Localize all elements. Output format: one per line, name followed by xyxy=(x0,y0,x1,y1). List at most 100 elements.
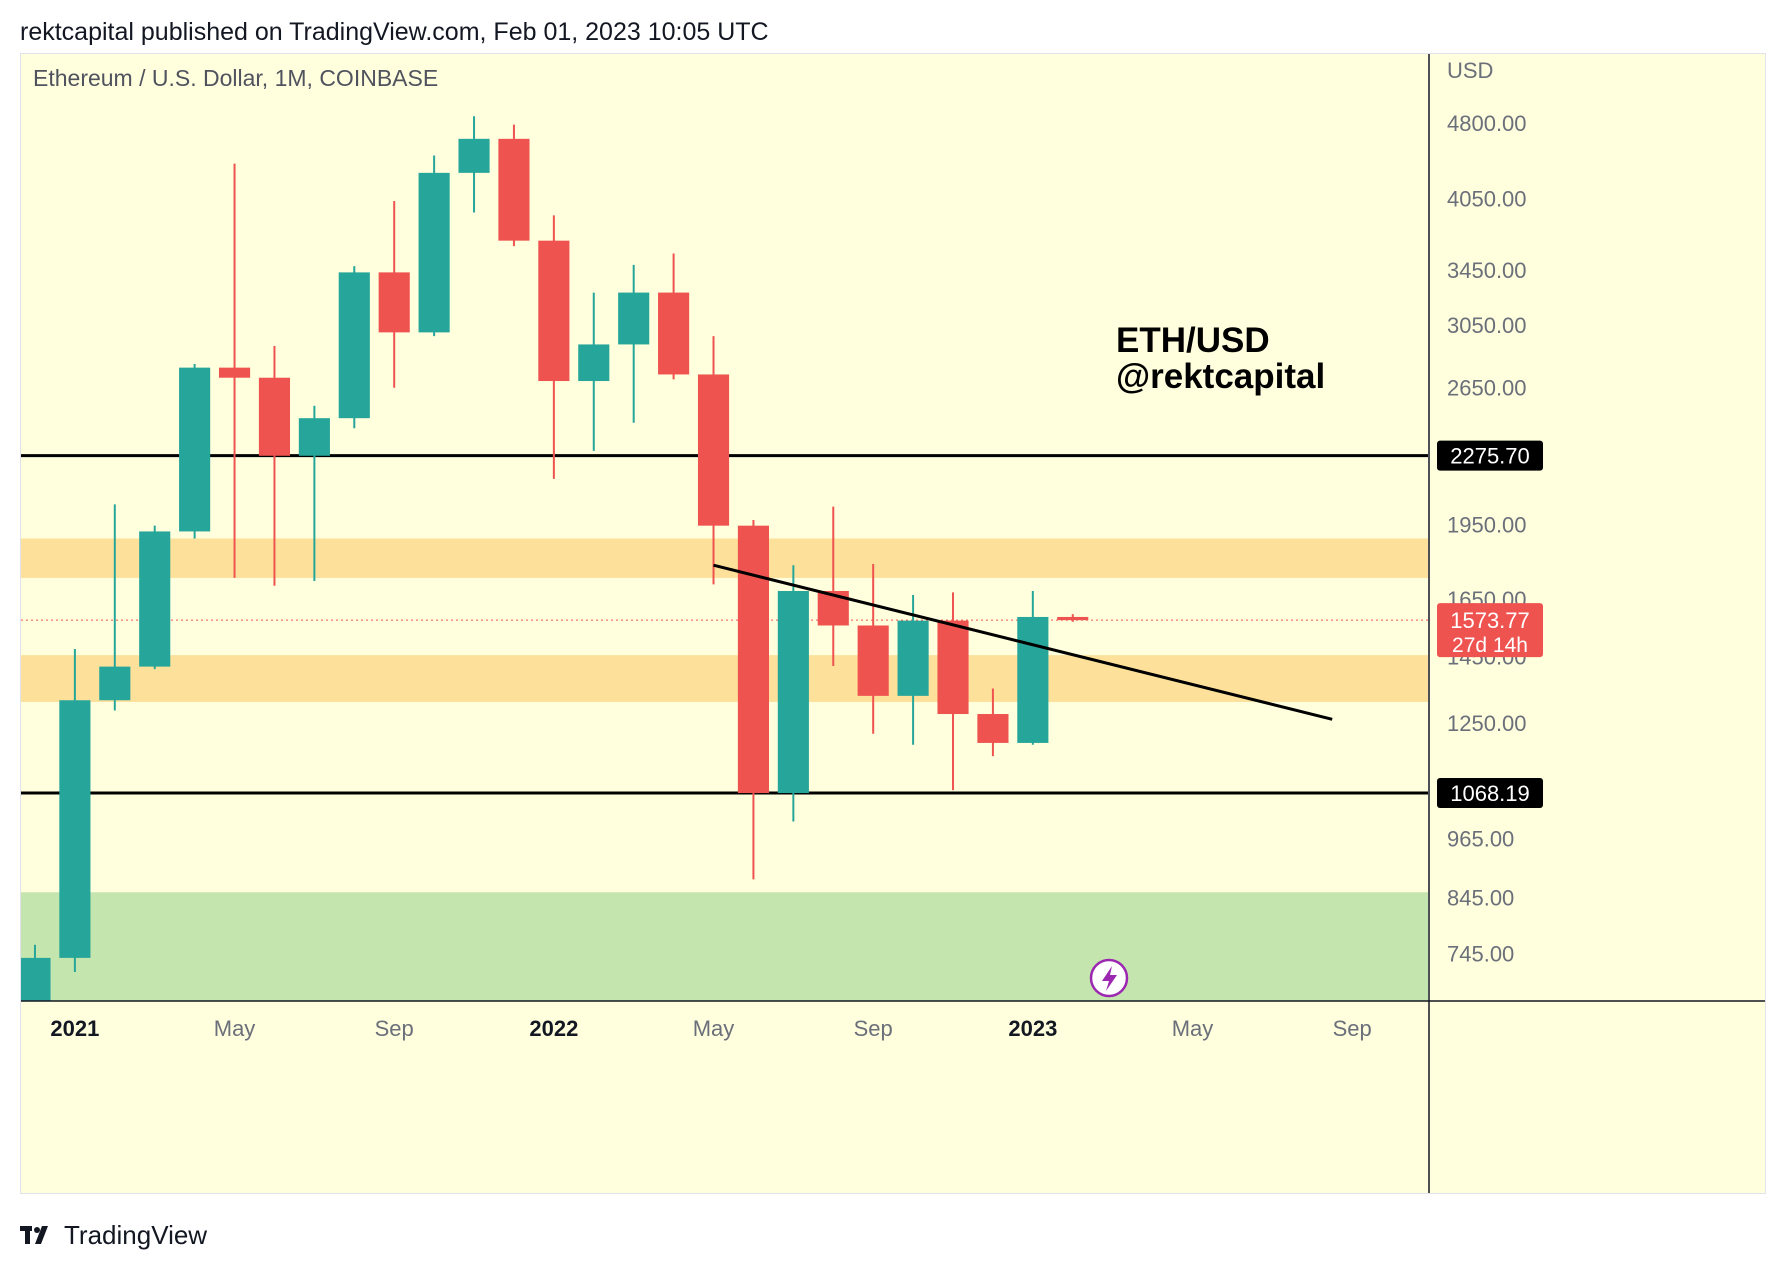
candle xyxy=(697,336,730,585)
time-tick-label: May xyxy=(693,1016,735,1041)
candle xyxy=(458,116,490,213)
time-axis-background xyxy=(21,1001,1765,1193)
time-tick-label: Sep xyxy=(375,1016,414,1041)
price-zone xyxy=(21,538,1428,578)
candle xyxy=(179,363,211,539)
candle xyxy=(658,253,690,380)
price-tick-label: 1250.00 xyxy=(1447,711,1527,736)
countdown-label: 27d 14h xyxy=(1452,634,1528,657)
support-resistance-zones xyxy=(21,538,1428,1001)
candle xyxy=(977,688,1009,757)
candle-body xyxy=(418,172,450,333)
trendline xyxy=(713,563,1333,721)
candle xyxy=(378,200,410,388)
price-tick-label: 3450.00 xyxy=(1447,258,1527,283)
last-price-label: 1573.77 xyxy=(1450,608,1530,633)
price-zone xyxy=(21,892,1428,1001)
price-tick-label: 965.00 xyxy=(1447,826,1514,851)
tradingview-logo-icon xyxy=(20,1226,48,1244)
candle-body xyxy=(1057,616,1089,621)
candle-body xyxy=(59,700,91,958)
price-tick-label: 4050.00 xyxy=(1447,187,1527,212)
level-price-tag xyxy=(1437,440,1543,471)
candle xyxy=(418,155,450,337)
candle xyxy=(817,506,849,666)
candle xyxy=(139,525,171,670)
candle-body xyxy=(99,666,131,701)
candle-body xyxy=(458,138,490,173)
chart-background-layer xyxy=(21,54,1765,1193)
time-tick-label: 2022 xyxy=(529,1016,578,1041)
candle-body xyxy=(258,377,291,456)
lightning-icon-bolt xyxy=(1102,966,1117,991)
candle xyxy=(218,163,251,578)
price-tick-label: 745.00 xyxy=(1447,942,1514,967)
candle xyxy=(59,649,91,973)
candle-body xyxy=(777,590,809,794)
candle-body xyxy=(857,625,889,696)
price-axis-background xyxy=(1429,54,1765,1001)
tradingview-brand: TradingView xyxy=(64,1219,208,1250)
candle xyxy=(1017,590,1049,745)
time-tick-label: 2023 xyxy=(1008,1016,1057,1041)
candle xyxy=(258,345,291,586)
chart-labels: Ethereum / U.S. Dollar, 1M, COINBASE ETH/… xyxy=(33,65,1325,998)
candle-body xyxy=(378,272,410,333)
time-tick-label: Sep xyxy=(854,1016,893,1041)
candle-body xyxy=(897,620,929,696)
candle-body xyxy=(977,714,1009,743)
axes: 4800.00 4050.00 3450.00 3050.00 2650.00 1950.… xyxy=(21,54,1765,1193)
candle xyxy=(777,565,809,822)
candle xyxy=(578,292,610,451)
plot-background xyxy=(21,54,1428,1001)
trendline-layer xyxy=(713,563,1333,721)
annotation-text: ETH/USD xyxy=(1116,321,1270,360)
time-tick-label: May xyxy=(214,1016,256,1041)
candle-body xyxy=(538,240,570,382)
candle xyxy=(338,266,370,429)
candle-body xyxy=(618,292,650,345)
candle-body xyxy=(937,620,969,715)
candle xyxy=(21,944,51,1001)
tradingview-footer: TradingView xyxy=(20,1220,207,1250)
candle-body xyxy=(218,367,251,378)
level-price-tag-label: 2275.70 xyxy=(1450,444,1530,469)
candle xyxy=(1057,614,1089,622)
candle xyxy=(737,519,770,880)
time-tick-label: Sep xyxy=(1333,1016,1372,1041)
chart-frame xyxy=(20,53,1766,1194)
level-price-tag-label: 1068.19 xyxy=(1450,781,1530,806)
lightning-icon xyxy=(1089,958,1129,998)
last-price-tag xyxy=(1437,603,1543,658)
candle xyxy=(897,594,929,745)
candle-body xyxy=(298,418,330,456)
currency-label: USD xyxy=(1447,58,1493,83)
price-tick-label: 3050.00 xyxy=(1447,313,1527,338)
candle-body xyxy=(179,367,211,532)
level-price-tag xyxy=(1437,777,1543,808)
candle xyxy=(618,264,650,423)
candle-body xyxy=(578,344,610,382)
time-tick-label: May xyxy=(1172,1016,1214,1041)
candle-body xyxy=(737,525,770,794)
candle xyxy=(298,405,330,582)
candle xyxy=(99,504,131,711)
published-header: rektcapital published on TradingView.com… xyxy=(20,18,769,46)
price-tick-label: 1950.00 xyxy=(1447,513,1527,538)
candle xyxy=(857,563,889,734)
price-zone xyxy=(21,655,1428,702)
candle-body xyxy=(697,374,730,526)
candle xyxy=(498,124,530,247)
time-tick-label: 2021 xyxy=(50,1016,99,1041)
candlestick-chart[interactable]: 4800.00 4050.00 3450.00 3050.00 2650.00 1950.… xyxy=(21,54,1765,1193)
candle-body xyxy=(139,531,171,667)
candle-body xyxy=(658,292,690,375)
candle-body xyxy=(21,957,51,1001)
price-tick-label: 845.00 xyxy=(1447,885,1514,910)
candles xyxy=(21,116,1089,1001)
candle-body xyxy=(498,138,530,241)
price-tick-label: 4800.00 xyxy=(1447,111,1527,136)
candle-body xyxy=(1017,616,1049,743)
symbol-title: Ethereum / U.S. Dollar, 1M, COINBASE xyxy=(33,65,438,91)
annotation-text: @rektcapital xyxy=(1116,357,1325,396)
